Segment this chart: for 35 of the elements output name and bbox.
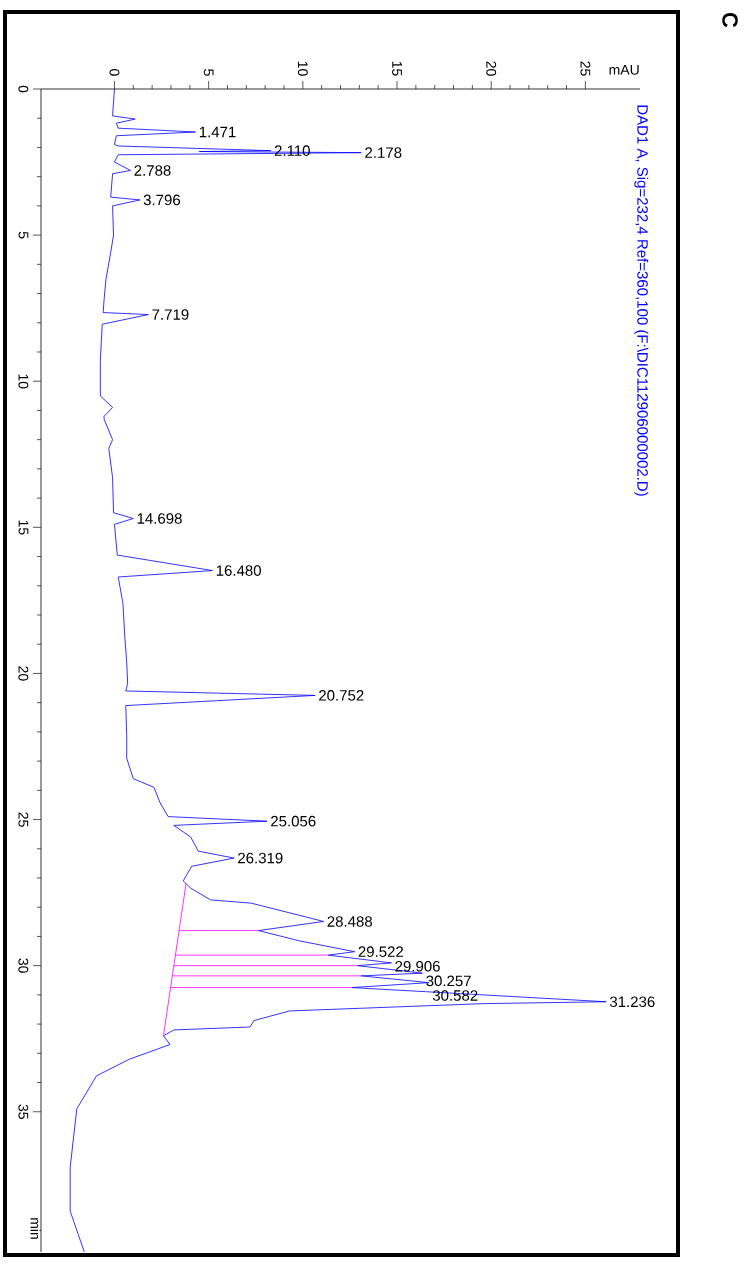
annotation: 29.522 (358, 946, 404, 957)
annotation: 16.480 (216, 565, 261, 576)
y-tick-label: 15 (18, 520, 29, 535)
y-tick-label: 20 (18, 666, 29, 681)
annotation: 29.906 (395, 960, 440, 972)
annotation: 14.698 (137, 513, 182, 524)
y-tick-label: 0 (18, 85, 29, 93)
y-tick-label: 10 (18, 374, 29, 389)
annotation: 1.471 (199, 126, 236, 138)
y-tick-label: 25 (18, 812, 29, 827)
annotation: 25.056 (271, 815, 316, 827)
annotation: 28.488 (327, 916, 373, 927)
annotation: 30.582 (432, 990, 478, 1001)
annotation: 7.719 (152, 309, 189, 320)
annotation: 20.752 (319, 690, 364, 701)
x-tick-label: 10 (297, 61, 308, 76)
y-axis-title: min (30, 1218, 41, 1239)
y-tick-label: 5 (18, 231, 29, 239)
annotation: 31.236 (609, 996, 655, 1008)
annotation: 2.788 (134, 165, 171, 176)
text: C (722, 12, 738, 28)
x-tick-label: 15 (392, 61, 402, 76)
x-tick-label: 5 (203, 69, 214, 76)
line-series (69, 88, 607, 1253)
text: DAD1 A, Sig=232,4 Ref=360,100 (F:\DIC112906000002.D) (634, 105, 649, 496)
x-tick-label: 20 (486, 61, 497, 76)
x-axis-title: mAU (609, 64, 639, 75)
y-tick-label: 30 (18, 958, 29, 973)
annotation: 30.257 (426, 975, 471, 987)
annotation: 3.796 (143, 194, 181, 206)
y-tick-label: 35 (18, 1104, 29, 1119)
annotation: 2.178 (365, 147, 402, 158)
x-tick-label: 0 (109, 69, 120, 76)
x-tick-label: 25 (580, 61, 591, 76)
annotation: 26.319 (238, 852, 283, 864)
